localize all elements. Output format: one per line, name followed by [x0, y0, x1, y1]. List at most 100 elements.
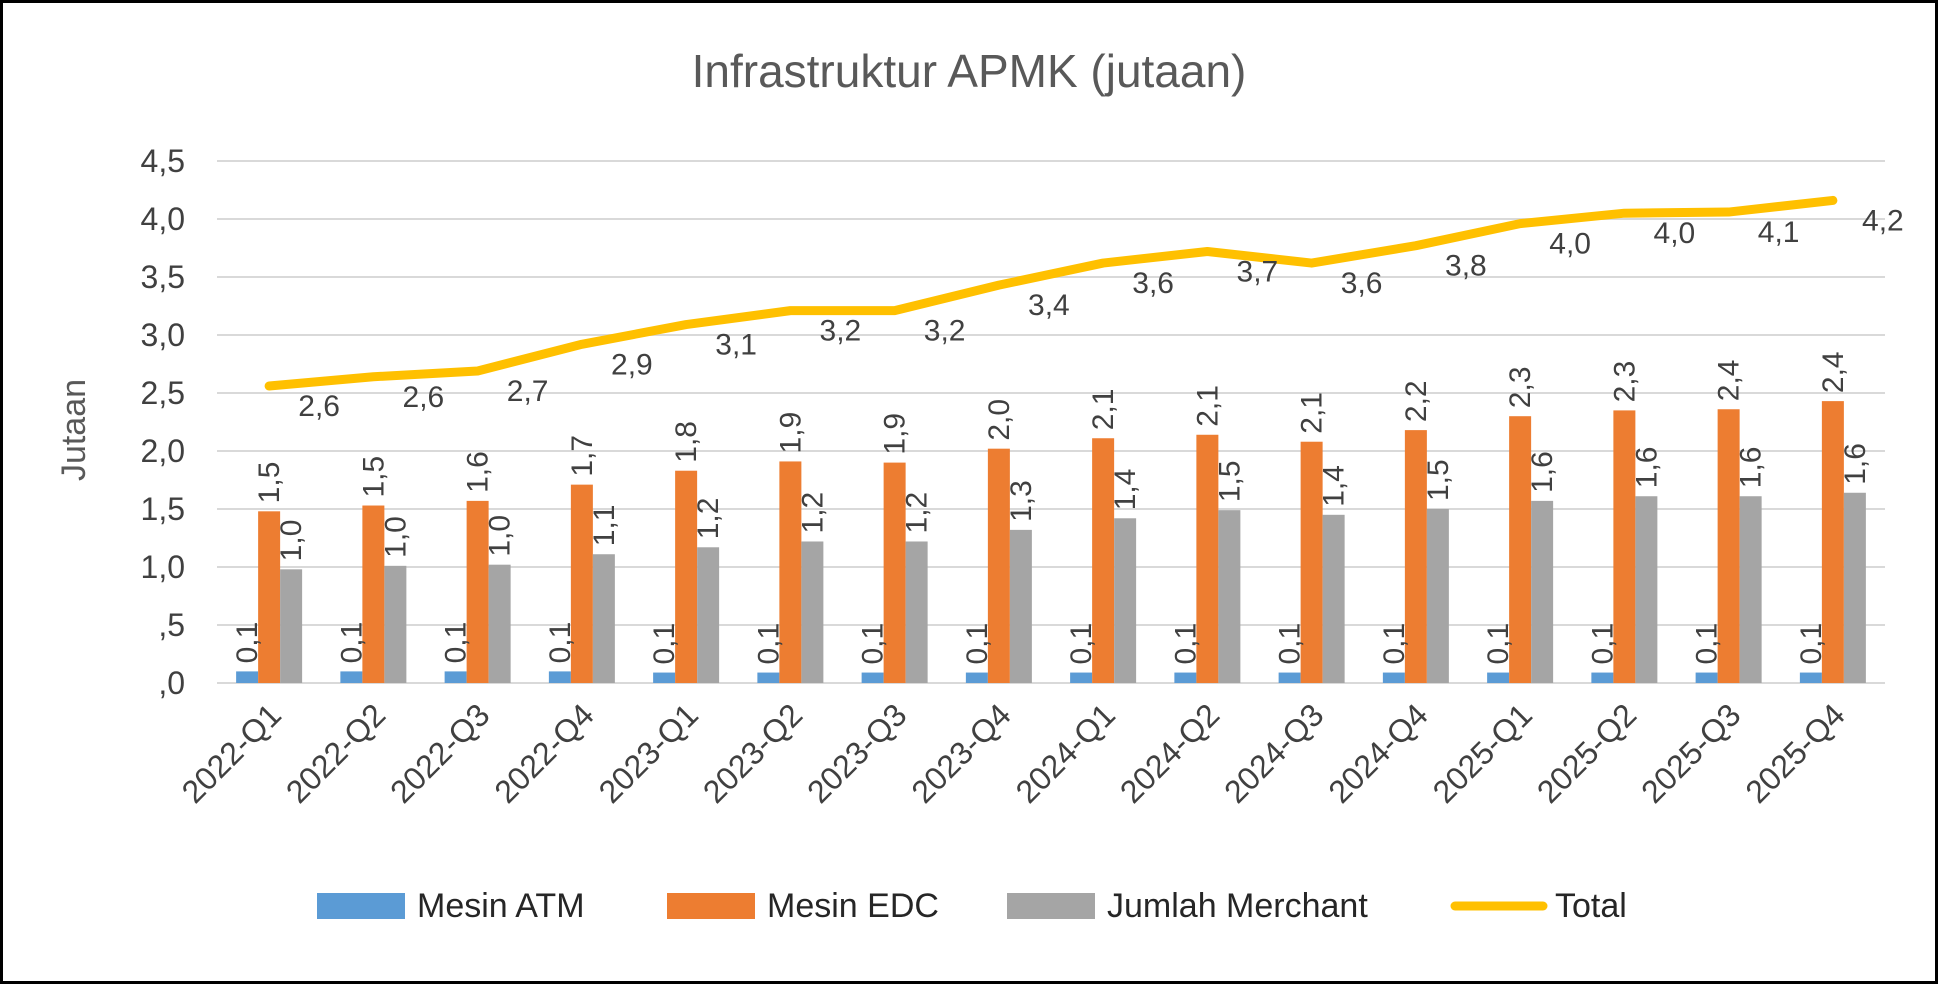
total-line [264, 195, 1838, 391]
x-tick-label: 2025-Q4 [1738, 696, 1852, 810]
data-label: 1,0 [275, 520, 308, 562]
bar-mesin-edc [1300, 441, 1323, 683]
total-line-series [264, 195, 1838, 391]
y-axis-label: Jutaan [55, 379, 93, 481]
data-label: 1,9 [774, 412, 807, 454]
bar-jumlah-merchant [1218, 510, 1241, 683]
data-label: 2,1 [1191, 385, 1224, 427]
bar-mesin-atm [965, 672, 988, 683]
x-tick-label: 2023-Q4 [904, 696, 1018, 810]
data-label: 1,6 [1630, 447, 1663, 489]
data-label: 0,1 [1482, 623, 1515, 665]
legend-label: Mesin ATM [417, 887, 585, 925]
x-axis-ticks: 2022-Q12022-Q22022-Q32022-Q42023-Q12023-… [175, 696, 1852, 810]
data-label: 1,1 [588, 505, 621, 547]
bar-mesin-edc [1613, 410, 1636, 683]
bar-jumlah-merchant [801, 541, 824, 683]
data-label: 0,1 [231, 622, 264, 664]
bar-mesin-atm [1070, 672, 1093, 683]
data-label: 1,6 [1735, 447, 1768, 489]
bar-mesin-edc [1821, 401, 1844, 683]
total-point [1519, 223, 1521, 225]
total-point [581, 343, 583, 345]
y-tick-label: 1,5 [141, 491, 185, 527]
data-label: 1,6 [1839, 443, 1872, 485]
bar-jumlah-merchant [280, 569, 303, 683]
y-tick-label: 4,5 [141, 143, 185, 179]
x-tick-label: 2024-Q1 [1009, 696, 1123, 810]
total-point [1832, 199, 1834, 201]
data-label: 0,1 [1065, 623, 1098, 665]
data-label: 0,1 [544, 622, 577, 664]
total-data-label: 2,6 [298, 390, 340, 423]
total-point [477, 370, 479, 372]
data-label: 2,3 [1504, 366, 1537, 408]
total-data-label: 3,1 [715, 329, 757, 362]
y-tick-label: ,5 [158, 607, 185, 643]
data-label: 1,9 [879, 413, 912, 455]
bar-mesin-edc [987, 448, 1010, 683]
total-data-label: 3,2 [924, 315, 966, 348]
bar-mesin-atm [1487, 672, 1510, 683]
data-label: 0,1 [1274, 623, 1307, 665]
data-label: 2,4 [1713, 360, 1746, 402]
bar-mesin-edc [258, 511, 281, 683]
bar-jumlah-merchant [1843, 492, 1866, 683]
x-tick-label: 2024-Q4 [1321, 696, 1435, 810]
bar-mesin-edc [570, 484, 593, 683]
data-label: 1,2 [901, 492, 934, 534]
legend-swatch-jumlah-merchant [1007, 893, 1095, 919]
x-tick-label: 2023-Q2 [696, 696, 810, 810]
total-data-label: 3,2 [820, 315, 862, 348]
bar-mesin-atm [757, 672, 780, 683]
data-label: 0,1 [857, 623, 890, 665]
data-label: 1,5 [1422, 459, 1455, 501]
bar-jumlah-merchant [384, 565, 407, 683]
x-tick-label: 2023-Q3 [800, 696, 914, 810]
total-data-label: 3,6 [1132, 267, 1174, 300]
y-tick-label: 3,5 [141, 259, 185, 295]
bar-mesin-edc [1196, 434, 1219, 683]
total-point [894, 310, 896, 312]
bar-jumlah-merchant [488, 564, 511, 683]
bar-mesin-edc [675, 470, 698, 683]
legend: Mesin ATM Mesin EDC Jumlah Merchant Total [317, 887, 1627, 925]
data-label: 1,3 [1005, 480, 1038, 522]
x-tick-label: 2025-Q1 [1426, 696, 1540, 810]
data-label: 1,5 [253, 462, 286, 504]
total-point [998, 284, 1000, 286]
total-data-label: 3,6 [1341, 267, 1383, 300]
bar-mesin-atm [1278, 672, 1301, 683]
bar-mesin-atm [861, 672, 884, 683]
data-label: 1,4 [1109, 469, 1142, 511]
legend-label: Mesin EDC [767, 887, 939, 925]
bar-mesin-atm [1799, 672, 1822, 683]
y-tick-label: ,0 [158, 665, 185, 701]
data-label: 0,1 [1586, 623, 1619, 665]
legend-swatch-mesin-atm [317, 893, 405, 919]
data-label: 0,1 [1795, 623, 1828, 665]
x-tick-label: 2022-Q4 [487, 696, 601, 810]
data-label: 2,0 [983, 399, 1016, 441]
total-point [268, 385, 270, 387]
total-data-label: 3,8 [1445, 250, 1487, 283]
x-tick-label: 2022-Q1 [175, 696, 289, 810]
data-label: 0,1 [1691, 623, 1724, 665]
total-point [789, 310, 791, 312]
bar-jumlah-merchant [1426, 509, 1449, 683]
data-label: 2,4 [1817, 351, 1850, 393]
x-tick-label: 2023-Q1 [592, 696, 706, 810]
bar-mesin-edc [779, 461, 802, 683]
total-point [1415, 245, 1417, 247]
total-data-label: 2,7 [507, 375, 549, 408]
data-label: 1,0 [484, 515, 517, 557]
total-data-label: 3,7 [1237, 255, 1279, 288]
bar-mesin-edc [466, 500, 489, 683]
bar-mesin-atm [1174, 672, 1197, 683]
bar-jumlah-merchant [1635, 496, 1658, 683]
data-label: 0,1 [1169, 623, 1202, 665]
data-label: 2,2 [1400, 380, 1433, 422]
total-point [1311, 262, 1313, 264]
bar-mesin-atm [653, 672, 676, 683]
